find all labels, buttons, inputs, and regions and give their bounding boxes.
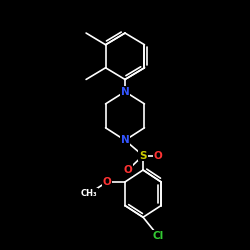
Text: N: N [120, 135, 130, 145]
Text: O: O [154, 150, 163, 160]
Text: O: O [102, 177, 111, 187]
Text: Cl: Cl [153, 231, 164, 241]
Text: O: O [124, 165, 132, 175]
Text: N: N [120, 87, 130, 97]
Text: CH₃: CH₃ [80, 189, 97, 198]
Text: S: S [139, 150, 147, 160]
